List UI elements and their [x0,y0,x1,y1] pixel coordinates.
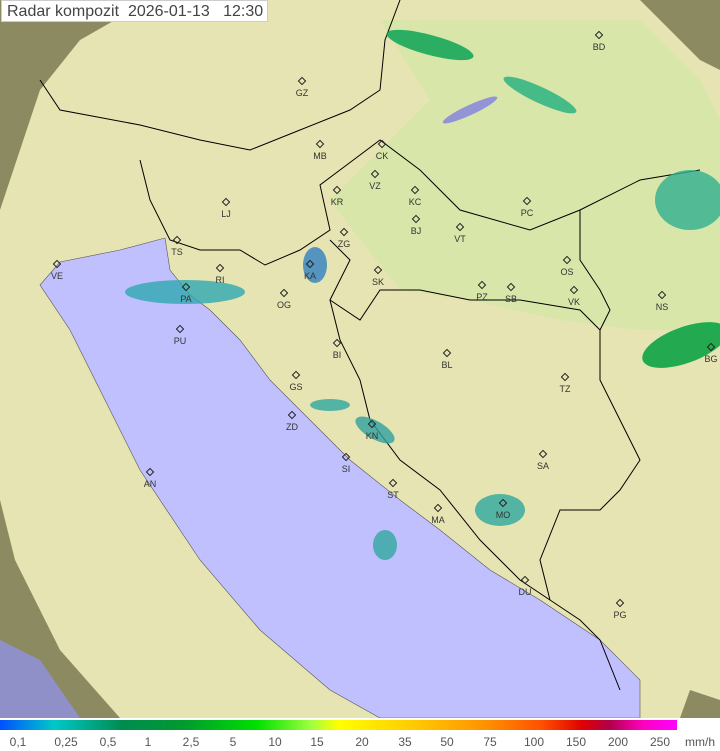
city-label: AN [143,479,157,489]
legend-label: 150 [565,735,587,749]
rain-cell [655,170,720,230]
title-date: 2026-01-13 [127,3,210,20]
city-label: GZ [295,88,309,98]
city-label: BI [332,350,342,360]
city-label: PC [520,208,534,218]
rain-cell [442,96,498,124]
city-label: NS [655,302,669,312]
legend-label: 0,25 [54,735,78,749]
rain-cell [475,494,525,526]
rain-cell [386,29,474,61]
legend-label: 75 [483,735,497,749]
city-label: ST [387,490,399,500]
city-label: PA [180,294,192,304]
city-label: VZ [369,181,381,191]
city-label: ZD [286,422,298,432]
title-label: Radar kompozit [7,3,120,20]
city-label: VE [50,271,64,281]
city-label: VT [454,234,466,244]
radar-map[interactable] [0,0,720,718]
legend-label: 10 [268,735,282,749]
legend-label: 50 [440,735,454,749]
country-border [329,239,641,691]
legend-label: 0,5 [99,735,117,749]
legend-label: 1 [144,735,152,749]
rain-cell [355,416,395,444]
city-label: GS [289,382,303,392]
legend-labels: 0,1 0,25 0,5 1 2,5 5 10 15 20 35 50 75 1… [0,735,720,751]
city-label: PG [613,610,627,620]
legend-label: 200 [607,735,629,749]
city-label: TZ [559,384,571,394]
legend-label: 250 [649,735,671,749]
country-border [579,210,611,331]
city-label: OS [560,267,574,277]
city-label: ZG [337,239,351,249]
legend-label: 35 [398,735,412,749]
legend-label: 15 [310,735,324,749]
city-label: BL [441,360,453,370]
country-border [329,299,551,601]
city-label: OG [276,300,292,310]
city-label: MA [431,515,445,525]
city-label: SB [504,294,518,304]
city-label: CK [375,151,389,161]
rain-cell [642,322,720,368]
city-label: VK [567,297,581,307]
rain-cell [503,76,577,114]
city-label: RI [215,275,225,285]
city-label: PZ [476,292,488,302]
legend-unit: mm/h [685,735,715,749]
rain-cell [303,247,327,283]
legend-label: 0,1 [9,735,27,749]
city-label: DU [518,587,532,597]
city-label: KR [330,197,344,207]
legend-label: 100 [523,735,545,749]
precipitation-echoes [125,29,720,560]
city-label: SK [371,277,385,287]
rain-cell [310,399,350,411]
legend-color-scale [0,720,677,730]
city-label: LJ [221,209,231,219]
city-label: KA [303,271,317,281]
city-label: MO [495,510,511,520]
sea-corner [0,640,80,718]
city-label: KC [408,197,422,207]
city-label: BJ [410,226,422,236]
city-label: BD [592,42,606,52]
adriatic-sea [39,237,641,718]
title-time: 12:30 [223,3,264,20]
map-title: Radar kompozit 2026-01-13 12:30 [1,0,268,22]
country-border [139,139,701,266]
rain-cell [373,530,397,560]
city-label: PU [173,336,187,346]
legend-label: 5 [229,735,237,749]
city-label: BG [704,354,718,364]
city-label: SI [341,464,351,474]
lowland-plains [330,20,720,330]
rain-cell [125,280,245,304]
city-label: MB [313,151,327,161]
legend-label: 2,5 [182,735,200,749]
country-border [39,0,401,151]
legend-label: 20 [355,735,369,749]
city-label: TS [171,247,183,257]
city-label: KN [365,431,379,441]
city-label: SA [536,461,550,471]
